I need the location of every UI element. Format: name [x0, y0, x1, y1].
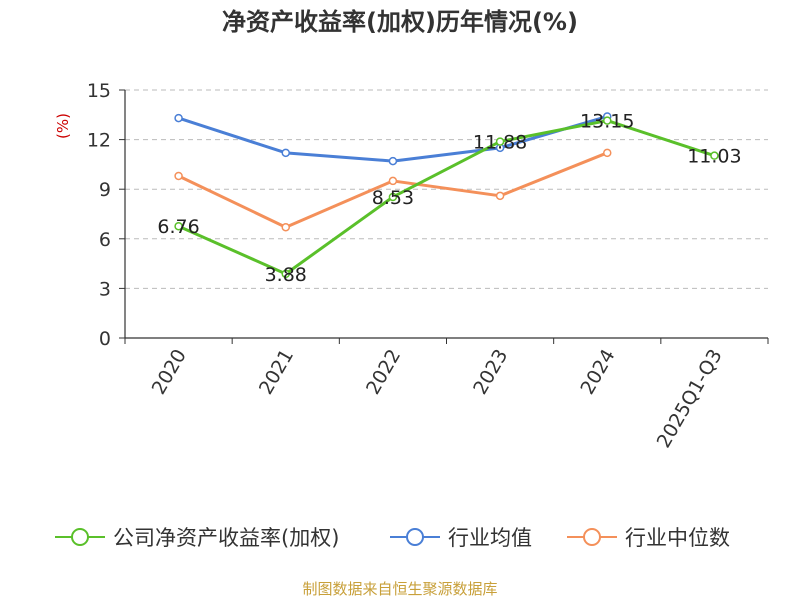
data-point: [281, 269, 290, 279]
y-tick-label: 9: [99, 179, 111, 201]
data-point: [603, 148, 612, 158]
legend-marker: [71, 528, 89, 546]
y-tick-label: 12: [87, 130, 111, 152]
data-label: 8.53: [372, 187, 414, 209]
data-point: [281, 148, 290, 158]
series-lines: [174, 112, 719, 279]
data-label: 11.03: [687, 146, 741, 168]
legend-label: 行业中位数: [625, 526, 730, 550]
data-label: 6.76: [157, 216, 199, 238]
legend-item: 行业均值: [390, 526, 532, 550]
legend: 公司净资产收益率(加权) 行业均值 行业中位数: [55, 526, 730, 550]
legend-label: 公司净资产收益率(加权): [113, 526, 339, 550]
x-tick-label: 2023: [469, 346, 512, 399]
data-point: [174, 221, 183, 231]
chart-title: 净资产收益率(加权)历年情况(%): [222, 8, 578, 36]
data-point: [495, 137, 505, 146]
source-footer: 制图数据来自恒生聚源数据库: [302, 580, 498, 598]
data-point: [603, 116, 612, 125]
data-point: [495, 191, 505, 201]
data-point: [388, 192, 398, 202]
data-label: 13.15: [580, 111, 634, 133]
y-tick-label: 0: [99, 328, 111, 350]
x-tick-label: 2022: [362, 346, 405, 399]
y-tick-label: 3: [99, 278, 111, 300]
legend-marker: [583, 528, 601, 546]
legend-marker: [406, 528, 424, 546]
x-tick-label: 2020: [148, 346, 191, 399]
x-tick-label: 2024: [576, 346, 619, 399]
y-axis-label: (%): [54, 113, 72, 139]
data-point: [174, 171, 183, 181]
y-tick-label: 6: [99, 229, 111, 251]
data-label: 11.88: [473, 132, 527, 154]
data-labels: 6.76 3.88 8.53 11.88 13.15 11.03: [157, 111, 741, 286]
y-tick-label: 15: [87, 80, 111, 102]
legend-label: 行业均值: [448, 526, 532, 550]
axes: 0 3 6 9 12 15 2020 2021 2022 2023 2024 2025Q1-Q3: [87, 80, 769, 452]
series-line: [177, 119, 716, 276]
legend-item: 公司净资产收益率(加权): [55, 526, 339, 550]
data-label: 3.88: [265, 264, 307, 286]
data-point: [710, 151, 719, 160]
x-tick-label: 2025Q1-Q3: [653, 346, 727, 452]
data-point: [388, 156, 398, 166]
legend-item: 行业中位数: [567, 526, 730, 550]
x-tick-label: 2021: [255, 346, 298, 399]
data-point: [281, 222, 290, 232]
series-line: [177, 114, 609, 163]
data-point: [388, 176, 398, 186]
data-point: [174, 113, 183, 123]
